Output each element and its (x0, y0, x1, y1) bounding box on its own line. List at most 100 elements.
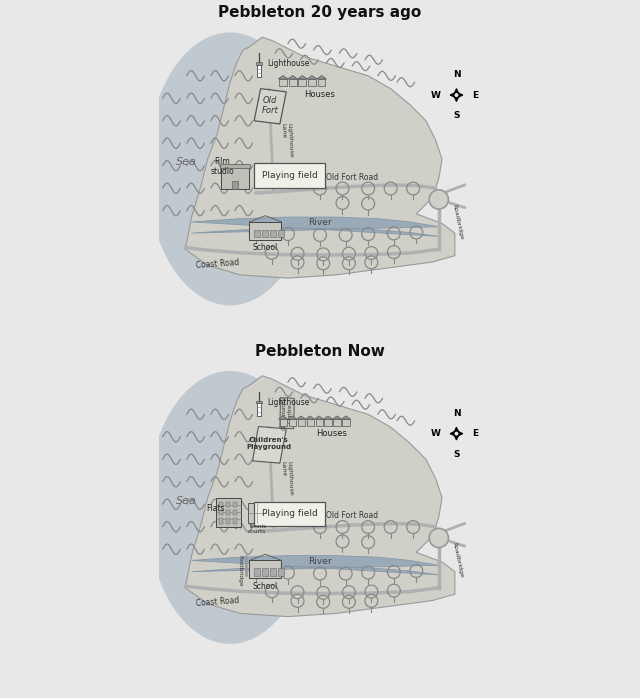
Bar (219, 519, 223, 524)
Bar (324, 419, 332, 426)
Polygon shape (298, 75, 307, 79)
Bar (262, 230, 268, 237)
Bar (232, 181, 238, 189)
Text: W: W (431, 429, 440, 438)
Polygon shape (342, 416, 351, 419)
Bar (279, 79, 287, 86)
Text: E: E (472, 91, 479, 100)
Bar (220, 164, 250, 168)
Polygon shape (305, 416, 314, 419)
Text: Lighthouse
Lane: Lighthouse Lane (280, 461, 293, 496)
Text: School: School (253, 582, 278, 591)
Text: Sea: Sea (176, 158, 197, 168)
Text: Children's
Playground: Children's Playground (246, 438, 291, 450)
Bar (270, 230, 276, 237)
Bar (289, 419, 296, 426)
Bar (216, 498, 241, 527)
Bar (307, 419, 314, 426)
Title: Pebbleton Now: Pebbleton Now (255, 344, 385, 359)
Polygon shape (254, 89, 286, 124)
Bar (221, 166, 248, 189)
Ellipse shape (147, 32, 314, 305)
Text: Lighthouse
Lane: Lighthouse Lane (280, 122, 293, 158)
Ellipse shape (147, 371, 314, 644)
Bar (270, 568, 276, 576)
Text: Old
Fort: Old Fort (262, 96, 278, 115)
Text: E: E (472, 429, 479, 438)
Bar (248, 503, 266, 523)
Text: N: N (452, 70, 460, 79)
Polygon shape (191, 217, 439, 237)
Text: Lighthouse: Lighthouse (267, 59, 309, 68)
Polygon shape (324, 416, 333, 419)
Bar (280, 419, 287, 426)
Polygon shape (185, 37, 455, 278)
Bar (317, 79, 326, 86)
Text: Footpath: Footpath (232, 501, 237, 530)
Text: Playing field: Playing field (262, 510, 317, 519)
Polygon shape (280, 398, 294, 429)
Text: Houses: Houses (316, 429, 347, 438)
Bar (262, 568, 268, 576)
Polygon shape (278, 75, 288, 79)
Polygon shape (307, 75, 317, 79)
Text: Sea: Sea (176, 496, 197, 506)
Bar (219, 510, 223, 515)
Bar (226, 503, 230, 507)
FancyBboxPatch shape (254, 502, 325, 526)
Polygon shape (288, 75, 298, 79)
Bar (308, 79, 316, 86)
Text: River: River (308, 557, 332, 566)
Text: Houses: Houses (305, 90, 335, 99)
Text: Lighthouse: Lighthouse (267, 398, 309, 407)
Bar (298, 79, 306, 86)
Bar (278, 230, 284, 237)
Bar (250, 222, 282, 239)
Text: Film
studio: Film studio (211, 157, 234, 177)
Polygon shape (253, 426, 286, 463)
Text: S: S (453, 111, 460, 120)
Circle shape (429, 528, 449, 547)
Text: Flats: Flats (206, 503, 225, 512)
Circle shape (429, 190, 449, 209)
Polygon shape (287, 416, 296, 419)
Bar (226, 510, 230, 515)
Bar (257, 403, 261, 416)
Text: Old Fort Road: Old Fort Road (326, 512, 378, 520)
Polygon shape (278, 416, 287, 419)
Bar (254, 230, 260, 237)
Text: N: N (452, 408, 460, 417)
Text: Roadbridge: Roadbridge (451, 204, 463, 240)
Polygon shape (333, 416, 342, 419)
Polygon shape (191, 556, 439, 575)
Bar (233, 503, 237, 507)
Polygon shape (317, 75, 326, 79)
Text: Old Fort Road: Old Fort Road (326, 173, 378, 181)
Polygon shape (314, 416, 324, 419)
FancyBboxPatch shape (254, 163, 325, 188)
Text: Roadbridge: Roadbridge (451, 542, 463, 579)
Text: Coast Road: Coast Road (195, 596, 239, 609)
Text: S: S (453, 450, 460, 459)
Bar (257, 64, 261, 77)
Bar (233, 519, 237, 524)
Bar (226, 519, 230, 524)
Text: Tennis
courts: Tennis courts (248, 524, 266, 534)
Polygon shape (256, 401, 262, 403)
Polygon shape (256, 62, 262, 64)
Title: Pebbleton 20 years ago: Pebbleton 20 years ago (218, 6, 422, 20)
Bar (289, 79, 296, 86)
Polygon shape (185, 376, 455, 616)
Bar (278, 568, 284, 576)
Text: Coast Road: Coast Road (195, 258, 239, 270)
Bar (342, 419, 349, 426)
Text: W: W (431, 91, 440, 100)
Bar (254, 568, 260, 576)
Bar (233, 510, 237, 515)
Bar (316, 419, 323, 426)
Text: Playing field: Playing field (262, 171, 317, 180)
Text: Community
Centre: Community Centre (282, 396, 292, 430)
Text: River: River (308, 218, 332, 228)
Bar (298, 419, 305, 426)
Bar (250, 560, 282, 578)
